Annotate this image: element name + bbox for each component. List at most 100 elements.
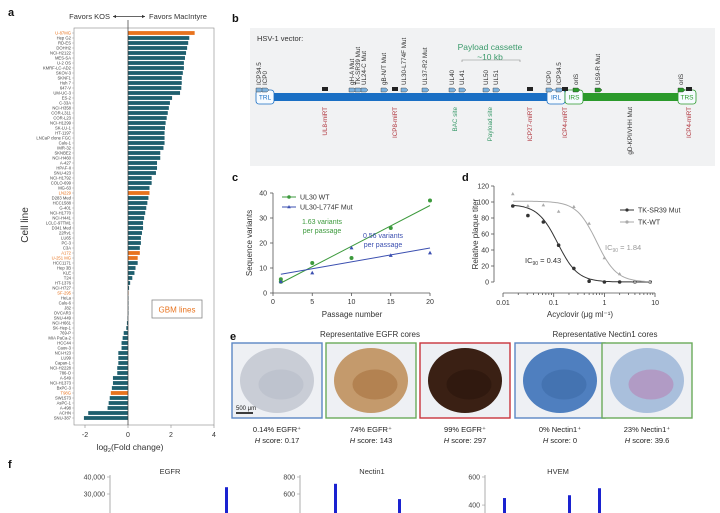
category-label: HT-1376 <box>55 281 72 286</box>
bar-647-v <box>128 86 182 90</box>
y-tick-label: 40,000 <box>84 475 106 482</box>
score-label: score: <box>260 436 285 445</box>
panel-label-c: c <box>232 172 238 184</box>
gene-label: UL24-C Mut <box>361 51 368 85</box>
bar-cor-l23 <box>128 116 167 120</box>
core-percent: 99% EGFR⁺ <box>444 425 486 434</box>
category-label: NCI-H358 <box>52 106 71 111</box>
y-tick-label: 40 <box>259 191 267 198</box>
y-tick-label: 10 <box>259 266 267 273</box>
chart-title: Nectin1 <box>359 467 384 476</box>
score-value: 297 <box>474 436 487 445</box>
core-percent: 0.14% EGFR⁺ <box>253 425 301 434</box>
favors-kos-label: Favors KOS <box>69 12 110 21</box>
data-point-tk-wt <box>633 280 637 284</box>
panel-f: EGFR 30,000 40,000 Nectin1 600 800 HVEM 400 600 <box>84 467 601 513</box>
category-label: COR-L23 <box>53 116 71 121</box>
ic-value: = 0.43 <box>538 256 561 265</box>
category-label: COR-L311 <box>51 111 71 116</box>
gene-arrow-icon <box>545 87 554 93</box>
bar-hep-3b <box>128 266 136 270</box>
bar-caov-3 <box>121 346 128 350</box>
score-value: 39.6 <box>655 436 670 445</box>
bar-lclc-97tm1 <box>128 221 144 225</box>
data-point-tk-wt <box>541 203 546 207</box>
gene-arrow-icon <box>594 87 603 93</box>
gene-label: gB-N/T Mut <box>381 53 388 85</box>
bar-sknbe2 <box>128 151 161 155</box>
x-tick-label: 15 <box>387 299 395 306</box>
bar-d283-med <box>128 196 149 200</box>
legend-label: TK-WT <box>638 220 661 227</box>
y-axis-label: Relative plaque titer <box>471 198 480 269</box>
y-tick-label: 30,000 <box>84 492 106 499</box>
feature-label: BAC site <box>452 107 459 132</box>
core-images: 0.14% EGFR⁺ H score: 0.17 74% EGFR⁺ H score… <box>231 342 693 445</box>
chart-title: HVEM <box>547 467 569 476</box>
y-tick-label: 40 <box>481 248 489 255</box>
y-tick-label: 0 <box>485 280 489 287</box>
x-tick-label: 1 <box>602 300 606 307</box>
y-tick-label: 600 <box>283 492 295 499</box>
bar-a-498 <box>107 406 128 410</box>
gene-arrow-icon <box>492 87 501 93</box>
panel-label-e: e <box>230 331 236 343</box>
feature-label: ICP4-miRT <box>562 107 569 138</box>
bar-kle <box>128 271 135 275</box>
region-label: IRL <box>551 95 562 102</box>
gene-label: UL50 <box>483 69 490 85</box>
legend-marker <box>625 208 629 212</box>
category-label: AsPC-1 <box>57 401 72 406</box>
category-label: LU65 <box>61 236 72 241</box>
gene-arrow-icon <box>380 87 389 93</box>
category-label: SNU-449 <box>54 316 72 321</box>
bar-nci-h358 <box>128 106 169 110</box>
data-point-mut <box>428 250 432 255</box>
category-label: OVCAR3 <box>54 311 72 316</box>
feature-label: ICP8-miRT <box>392 107 399 138</box>
gene-label: ICP34.5 <box>256 62 263 85</box>
unique-long-segment <box>262 93 554 101</box>
legend-gbm-lines: GBM lines <box>159 306 196 315</box>
xlabel-suffix: (Fold change) <box>111 442 164 452</box>
data-point-tk-wt <box>510 192 515 196</box>
bar-aspc-1 <box>108 401 128 405</box>
annotation-wt: 1.63 variants <box>302 219 343 226</box>
x-tick-label: 10 <box>651 300 659 307</box>
category-label: NCI-H441 <box>52 216 71 221</box>
ic-sub: 90 <box>533 261 539 267</box>
x-tick-label: 0 <box>271 299 275 306</box>
y-tick-label: 80 <box>481 216 489 223</box>
category-label: LNCaP clone FGC <box>36 136 71 141</box>
gene-label: UL30-L774F Mut <box>401 37 408 85</box>
h-label: H <box>255 436 261 445</box>
region-label: TRL <box>259 95 272 102</box>
bar-nci-h1792 <box>128 176 152 180</box>
bar-egfr <box>225 487 228 513</box>
category-label: NCI-H727 <box>52 286 71 291</box>
h-label: H <box>444 436 450 445</box>
gene-arrow-icon <box>448 87 457 93</box>
bar-mg-63 <box>128 186 150 190</box>
category-label: NCI-H1373 <box>50 381 72 386</box>
category-label: Caov-3 <box>58 346 72 351</box>
x-tick-label: 2 <box>169 432 173 439</box>
unique-short-segment <box>574 93 686 101</box>
data-point-tk-sr39 <box>572 266 576 271</box>
y-tick-label: 20 <box>481 264 489 271</box>
favors-macintyre-label: Favors MacIntyre <box>149 12 207 21</box>
legend-box <box>151 299 203 319</box>
fit-line-0 <box>280 205 431 284</box>
category-label: C3A <box>63 246 71 251</box>
chart-title: EGFR <box>160 467 181 476</box>
score-label: score: <box>355 436 380 445</box>
bar-hvem <box>503 498 506 513</box>
panel-d: 0 20 40 60 80 100 120 0.01 0.1 1 10 Acyclovir (μg m… <box>471 184 680 320</box>
gene-arrow-icon <box>677 87 686 93</box>
bar-ht-1197 <box>128 131 165 135</box>
y-tick-label: 100 <box>477 200 489 207</box>
bar-snu-387 <box>83 416 128 420</box>
data-point-mut <box>388 253 393 257</box>
category-label: 769-P <box>60 331 71 336</box>
